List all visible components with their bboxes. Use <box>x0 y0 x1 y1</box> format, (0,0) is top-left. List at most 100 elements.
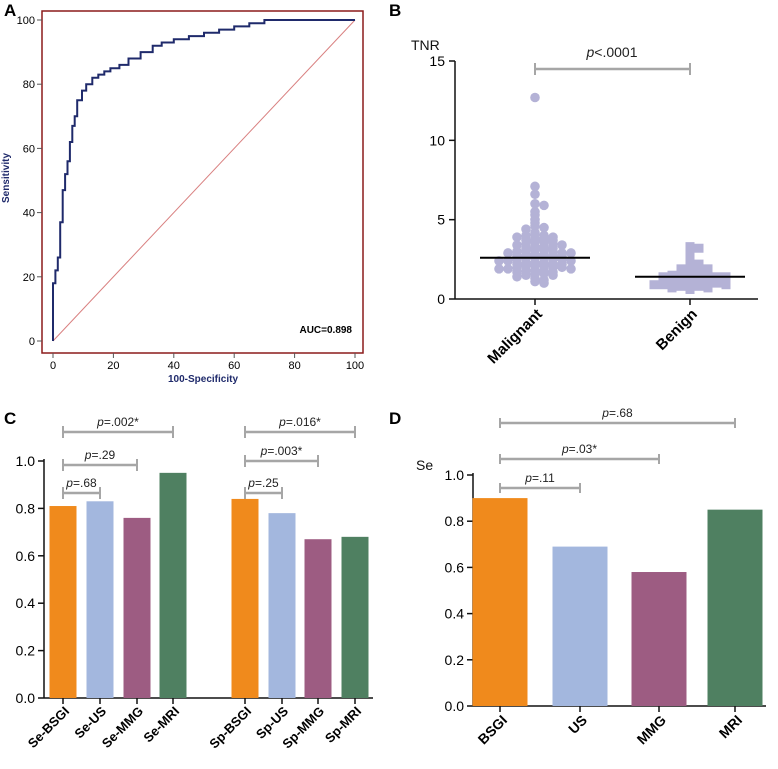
se-sp-bar-sp-mri <box>341 536 369 698</box>
significance-label-2: p=.002* <box>96 415 139 429</box>
p-symbol: p <box>84 448 92 462</box>
se-category-label: BSGI <box>475 712 511 748</box>
roc-y-tick-label: 80 <box>23 79 35 91</box>
se-sp-category-label: Sp-BSGI <box>206 704 254 752</box>
p-value: =.11 <box>532 471 555 485</box>
p-value: =.002* <box>104 415 139 429</box>
se-sp-bar-se-bsgi <box>49 506 77 698</box>
panel-letter-a: A <box>4 1 16 20</box>
benign-point <box>703 283 713 293</box>
malignant-point <box>548 270 558 281</box>
p-symbol: p <box>524 471 532 485</box>
tnr-significance-label: p<.0001 <box>585 44 637 60</box>
panel-letter-b: B <box>389 1 401 20</box>
roc-y-tick-label: 0 <box>29 336 35 348</box>
se-sp-y-tick-label: 1.0 <box>16 453 36 469</box>
benign-point <box>667 278 677 288</box>
roc-curve <box>52 19 355 341</box>
roc-y-tick-label: 20 <box>23 272 35 284</box>
p-symbol: p <box>585 44 594 60</box>
se-sp-category-label: Se-BSGI <box>25 704 72 751</box>
benign-point <box>667 283 677 293</box>
p-symbol: p <box>601 406 609 420</box>
malignant-point <box>512 232 522 242</box>
p-value: <.0001 <box>594 44 637 60</box>
benign-point <box>685 250 695 260</box>
tnr-category-label: Benign <box>653 306 701 354</box>
benign-point <box>694 277 704 287</box>
malignant-point <box>530 276 540 287</box>
malignant-point <box>530 92 540 103</box>
tnr-y-tick-label: 5 <box>437 212 445 228</box>
roc-x-tick-label: 60 <box>228 360 240 372</box>
p-symbol: p <box>561 442 569 456</box>
significance-label-d0: p=.11 <box>524 471 555 485</box>
p-symbol: p <box>247 476 255 490</box>
se-sp-category-label: Se-MMG <box>99 704 146 751</box>
roc-x-tick-label: 100 <box>346 360 364 372</box>
roc-y-axis-label: Sensitivity <box>1 153 12 203</box>
se-y-tick-label: 0.0 <box>445 698 465 714</box>
p-value: =.03* <box>569 442 598 456</box>
roc-x-tick-label: 0 <box>50 360 56 372</box>
malignant-point <box>566 248 576 258</box>
se-sp-bar-se-us <box>86 501 114 698</box>
se-y-tick-label: 0.2 <box>445 652 465 668</box>
benign-point <box>685 277 695 287</box>
p-value: =.25 <box>255 476 279 490</box>
roc-x-tick-label: 40 <box>168 360 180 372</box>
significance-label-0: p=.68 <box>65 476 97 490</box>
significance-label-d1: p=.03* <box>561 442 597 456</box>
p-value: =.68 <box>609 406 633 420</box>
se-sp-bar-sp-us <box>268 513 296 698</box>
benign-point <box>658 280 668 290</box>
p-value: =.016* <box>286 415 321 429</box>
malignant-point <box>503 248 513 258</box>
se-sp-category-label: Sp-MRI <box>322 704 364 746</box>
p-value: =.68 <box>73 476 97 490</box>
malignant-point <box>557 240 567 250</box>
p-symbol: p <box>278 415 286 429</box>
se-sp-y-tick-label: 0.0 <box>16 690 36 706</box>
se-sp-y-tick-label: 0.4 <box>16 595 36 611</box>
benign-point <box>649 280 659 290</box>
benign-point <box>667 270 677 280</box>
se-sp-category-label: Se-MRI <box>140 704 182 746</box>
tnr-y-axis-label: TNR <box>411 37 440 53</box>
roc-plot-frame <box>41 10 364 354</box>
significance-label-d2: p=.68 <box>601 406 633 420</box>
benign-point <box>712 278 722 288</box>
se-bar-mri <box>707 509 763 706</box>
malignant-point <box>530 199 540 209</box>
benign-point <box>685 284 695 294</box>
p-symbol: p <box>96 415 104 429</box>
malignant-point <box>539 222 549 233</box>
malignant-point <box>503 264 513 274</box>
p-value: =.003* <box>267 444 302 458</box>
p-symbol: p <box>260 444 268 458</box>
tnr-y-tick-label: 0 <box>437 291 445 307</box>
se-sp-bar-chart: 0.00.20.40.60.81.0Se-BSGI Se-USSe-MMGSe-M… <box>16 415 373 751</box>
benign-point <box>685 261 695 271</box>
roc-y-tick-label: 40 <box>23 208 35 220</box>
se-bar-bsgi <box>472 498 528 706</box>
significance-label-3: p=.25 <box>247 476 279 490</box>
benign-point <box>685 269 695 279</box>
significance-label-1: p=.29 <box>84 448 116 462</box>
se-sp-bar-se-mmg <box>123 517 151 698</box>
se-sp-bar-sp-mmg <box>304 539 332 698</box>
panel-letter-c: C <box>4 409 16 428</box>
se-bar-mmg <box>631 572 687 706</box>
significance-label-5: p=.016* <box>278 415 321 429</box>
benign-point <box>676 277 686 287</box>
malignant-point <box>530 181 540 192</box>
roc-x-tick-label: 20 <box>107 360 119 372</box>
malignant-point <box>512 271 522 282</box>
benign-point <box>685 242 695 252</box>
se-category-label: US <box>565 712 590 737</box>
roc-x-tick-label: 80 <box>288 360 300 372</box>
benign-point <box>676 281 686 291</box>
benign-point <box>694 243 704 253</box>
se-sp-bar-sp-bsgi <box>231 498 259 698</box>
